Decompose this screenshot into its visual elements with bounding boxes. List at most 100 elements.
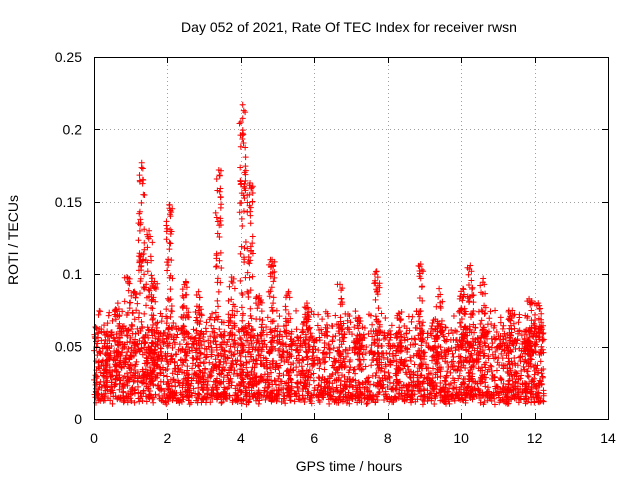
data-point xyxy=(239,115,246,122)
data-point xyxy=(315,394,322,401)
data-point xyxy=(248,353,255,360)
data-point xyxy=(535,326,542,333)
data-point xyxy=(455,375,462,382)
data-point xyxy=(417,393,424,400)
data-point xyxy=(165,256,172,263)
data-point xyxy=(398,387,405,394)
data-point xyxy=(538,310,545,317)
data-point xyxy=(230,371,237,378)
data-point xyxy=(144,268,151,275)
data-point xyxy=(338,295,345,302)
data-point xyxy=(295,388,302,395)
data-point xyxy=(131,372,138,379)
data-point xyxy=(373,316,380,323)
data-point xyxy=(267,318,274,325)
data-point xyxy=(239,325,246,332)
data-point xyxy=(361,325,368,332)
data-point xyxy=(291,390,298,397)
data-point xyxy=(238,389,245,396)
data-point xyxy=(396,339,403,346)
data-point xyxy=(523,326,530,333)
data-point xyxy=(295,368,302,375)
data-point xyxy=(213,384,220,391)
data-point xyxy=(321,359,328,366)
data-point xyxy=(396,347,403,354)
data-point xyxy=(144,259,151,266)
data-point xyxy=(467,262,474,269)
data-point xyxy=(190,326,197,333)
data-point xyxy=(139,176,146,183)
data-point xyxy=(386,336,393,343)
data-point xyxy=(377,328,384,335)
data-point xyxy=(139,351,146,358)
data-point xyxy=(357,336,364,343)
data-point xyxy=(448,327,455,334)
data-point xyxy=(486,346,493,353)
data-point xyxy=(325,383,332,390)
data-point xyxy=(182,388,189,395)
data-point xyxy=(268,304,275,311)
data-point xyxy=(345,389,352,396)
data-point xyxy=(482,340,489,347)
data-point xyxy=(103,381,110,388)
data-point xyxy=(373,268,380,275)
data-point xyxy=(169,275,176,282)
data-point xyxy=(123,312,130,319)
data-point xyxy=(228,382,235,389)
data-point xyxy=(321,366,328,373)
data-point xyxy=(341,334,348,341)
data-point xyxy=(493,383,500,390)
data-point xyxy=(264,376,271,383)
data-point xyxy=(504,331,511,338)
data-point xyxy=(533,365,540,372)
data-point xyxy=(366,381,373,388)
data-point xyxy=(240,397,247,404)
data-point xyxy=(237,119,244,126)
data-point xyxy=(314,322,321,329)
data-point xyxy=(173,334,180,341)
data-point xyxy=(254,305,261,312)
data-point xyxy=(136,290,143,297)
data-point xyxy=(493,344,500,351)
data-point xyxy=(281,328,288,335)
data-point xyxy=(287,397,294,404)
data-point xyxy=(266,350,273,357)
data-point xyxy=(474,345,481,352)
data-point xyxy=(287,376,294,383)
data-point xyxy=(192,334,199,341)
data-point xyxy=(477,343,484,350)
data-point xyxy=(242,109,249,116)
data-point xyxy=(442,353,449,360)
data-point xyxy=(96,381,103,388)
data-point xyxy=(169,355,176,362)
data-point xyxy=(183,311,190,318)
data-point xyxy=(140,256,147,263)
data-point xyxy=(405,381,412,388)
data-point xyxy=(294,381,301,388)
data-point xyxy=(442,393,449,400)
data-point xyxy=(482,310,489,317)
data-point xyxy=(210,325,217,332)
x-tick-label: 8 xyxy=(384,430,392,446)
data-point xyxy=(397,393,404,400)
data-point xyxy=(469,292,476,299)
data-point xyxy=(377,367,384,374)
data-point xyxy=(249,233,256,240)
data-point xyxy=(101,322,108,329)
data-point xyxy=(374,349,381,356)
data-point xyxy=(244,199,251,206)
data-point xyxy=(416,295,423,302)
data-point xyxy=(299,392,306,399)
data-point xyxy=(109,317,116,324)
data-point xyxy=(268,398,275,405)
data-point xyxy=(433,303,440,310)
data-point xyxy=(218,332,225,339)
data-point xyxy=(136,210,143,217)
data-point xyxy=(258,333,265,340)
data-point xyxy=(262,355,269,362)
data-point xyxy=(532,348,539,355)
data-point xyxy=(253,339,260,346)
data-point xyxy=(99,357,106,364)
data-point xyxy=(425,380,432,387)
data-point xyxy=(467,366,474,373)
